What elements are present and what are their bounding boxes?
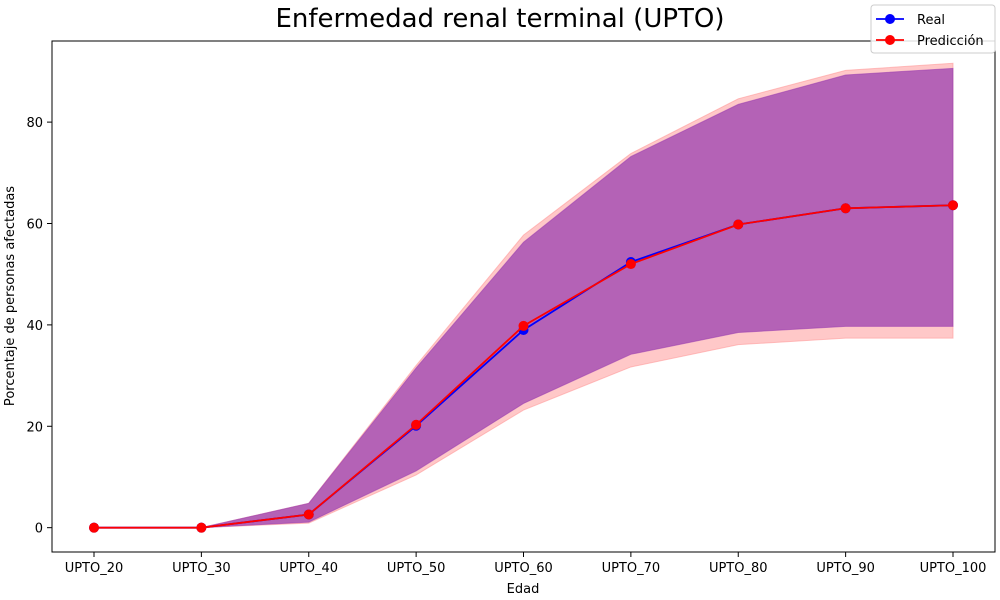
data-point-prediccion [196,522,207,533]
x-tick-label: UPTO_20 [65,561,124,576]
plot-area [89,62,958,533]
x-tick-label: UPTO_60 [494,561,553,576]
x-axis-title: Edad [507,582,540,597]
x-tick-label: UPTO_40 [279,561,338,576]
x-tick-label: UPTO_50 [387,561,446,576]
data-point-prediccion [948,200,958,211]
x-tick-label: UPTO_80 [709,561,768,576]
data-point-prediccion [411,419,422,430]
legend: Real Predicción [870,4,996,54]
data-point-prediccion [518,320,529,331]
legend-marker-real [885,14,895,24]
y-tick-label: 80 [26,116,43,131]
data-point-prediccion [625,259,636,270]
x-tick-label: UPTO_70 [602,561,661,576]
y-tick-label: 20 [26,420,43,435]
axes: UPTO_20 UPTO_30 UPTO_40 UPTO_50 UPTO_60 UPTO_… [26,116,986,576]
data-point-prediccion [89,522,99,533]
confidence-band-real [94,67,954,529]
y-axis-title: Porcentaje de personas afectadas [3,186,18,406]
x-tick-label: UPTO_100 [920,561,987,576]
y-tick-label: 60 [26,218,43,233]
y-tick-label: 40 [26,319,43,334]
legend-marker-prediccion [885,35,895,45]
chart-title: Enfermedad renal terminal (UPTO) [275,4,724,34]
x-tick-label: UPTO_30 [172,561,231,576]
legend-label-real: Real [917,13,945,28]
x-tick-label: UPTO_90 [816,561,875,576]
data-point-prediccion [840,203,851,214]
legend-box [870,4,996,54]
legend-label-prediccion: Predicción [917,34,984,49]
data-point-prediccion [303,509,314,520]
y-tick-label: 0 [35,522,43,537]
data-point-prediccion [733,219,744,230]
